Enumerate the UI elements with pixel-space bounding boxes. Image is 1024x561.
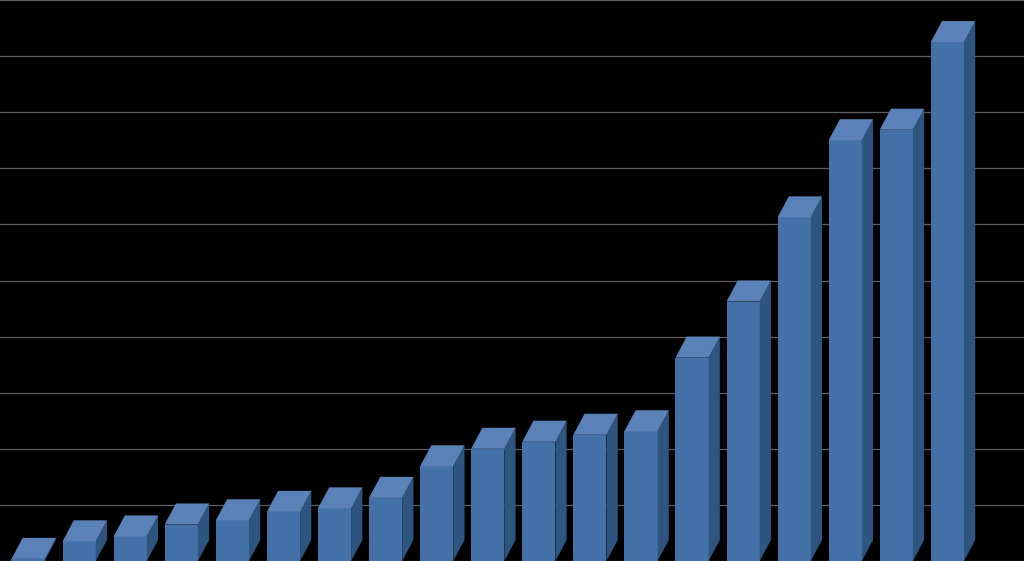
Polygon shape [216,499,260,521]
Polygon shape [709,337,720,561]
Bar [573,435,606,561]
Polygon shape [931,21,975,42]
Polygon shape [880,109,924,130]
Polygon shape [402,477,414,561]
Bar [931,42,964,561]
Polygon shape [198,504,209,561]
Bar [216,521,249,561]
Polygon shape [96,521,106,561]
Bar [880,130,913,561]
Polygon shape [573,414,617,435]
Polygon shape [625,410,669,431]
Polygon shape [505,427,515,561]
Polygon shape [114,516,158,536]
Bar [369,498,402,561]
Polygon shape [317,488,362,508]
Bar [114,536,146,561]
Polygon shape [11,538,56,559]
Polygon shape [828,119,873,140]
Bar [777,218,811,561]
Polygon shape [657,410,669,561]
Polygon shape [369,477,414,498]
Polygon shape [606,414,617,561]
Bar [420,466,454,561]
Polygon shape [760,280,771,561]
Bar [471,449,505,561]
Polygon shape [267,491,311,512]
Polygon shape [45,538,56,561]
Polygon shape [146,516,158,561]
Bar [676,358,709,561]
Polygon shape [811,196,822,561]
Bar [522,442,555,561]
Polygon shape [300,491,311,561]
Bar [165,525,198,561]
Bar [726,302,760,561]
Polygon shape [62,521,106,541]
Polygon shape [913,109,924,561]
Polygon shape [777,196,822,218]
Polygon shape [471,427,515,449]
Polygon shape [964,21,975,561]
Polygon shape [420,445,465,466]
Bar [267,512,300,561]
Polygon shape [522,421,566,442]
Bar [11,559,45,561]
Polygon shape [351,488,362,561]
Bar [625,431,657,561]
Polygon shape [726,280,771,302]
Polygon shape [862,119,873,561]
Polygon shape [676,337,720,358]
Polygon shape [454,445,465,561]
Polygon shape [555,421,566,561]
Bar [62,541,96,561]
Polygon shape [165,504,209,525]
Bar [828,140,862,561]
Polygon shape [249,499,260,561]
Bar [317,508,351,561]
